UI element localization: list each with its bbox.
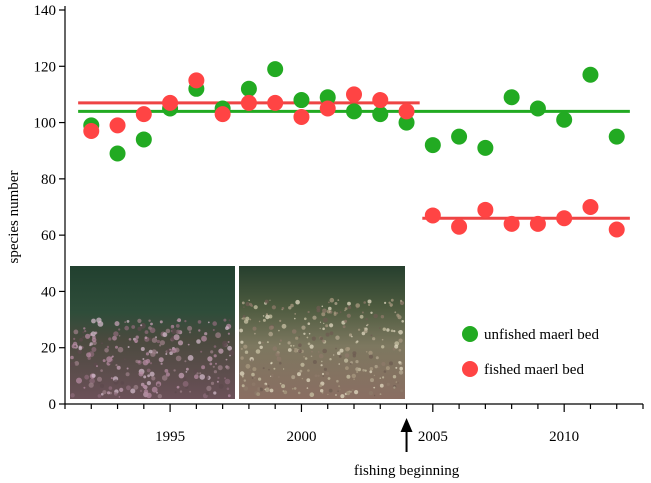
fished-point — [503, 215, 520, 232]
fished-point — [529, 215, 546, 232]
legend-unfished-marker — [462, 326, 478, 342]
fished-point — [293, 108, 310, 125]
unfished-point — [293, 92, 310, 109]
y-tick-label: 80 — [41, 172, 56, 188]
legend-unfished-label: unfished maerl bed — [484, 327, 599, 343]
fished-point — [162, 94, 179, 111]
fished-point — [214, 106, 231, 123]
unfished-point — [372, 106, 389, 123]
x-tick-label: 2005 — [418, 429, 448, 445]
unfished-point — [346, 103, 362, 120]
legend-fished-marker — [462, 361, 478, 377]
y-axis-title: species number — [6, 171, 22, 264]
x-tick-label: 2000 — [286, 429, 316, 445]
fished-point — [582, 199, 599, 215]
fished-point — [372, 92, 389, 109]
axes: 0 20 40 60 80 100 120 140 1995 2000 2005 2010 specie… — [6, 3, 644, 445]
unfished-point — [451, 128, 468, 145]
unfished-point — [556, 111, 573, 128]
unfished-point — [398, 114, 415, 131]
fished-point — [346, 86, 362, 103]
arrow-head-icon — [400, 418, 413, 432]
annotation: fishing beginning — [354, 418, 460, 479]
fished-point — [240, 94, 257, 111]
unfished-seabed-photo — [70, 266, 235, 399]
unfished-point — [608, 128, 625, 145]
unfished-point — [267, 61, 284, 78]
legend: unfished maerl bed fished maerl bed — [462, 326, 599, 378]
unfished-point — [109, 145, 126, 162]
fished-point — [135, 106, 152, 123]
y-tick-label: 100 — [34, 116, 57, 132]
annotation-label: fishing beginning — [354, 463, 460, 479]
inset-photos — [70, 266, 405, 399]
fished-point — [319, 100, 336, 117]
fished-point — [109, 117, 126, 134]
fished-point — [477, 201, 494, 218]
fished-point — [424, 207, 441, 224]
y-tick-label: 120 — [34, 59, 57, 75]
mean-lines — [78, 101, 630, 220]
fished-point — [188, 72, 205, 89]
fished-point — [451, 218, 468, 235]
fished-seabed-photo — [239, 266, 405, 399]
y-tick-label: 0 — [49, 397, 57, 413]
unfished-point — [135, 131, 152, 148]
x-tick-label: 2010 — [549, 429, 579, 445]
unfished-point — [582, 66, 599, 83]
y-tick-label: 40 — [41, 284, 56, 300]
unfished-point — [319, 89, 336, 106]
fished-point — [398, 103, 415, 120]
y-tick-label: 60 — [41, 228, 56, 244]
y-tick-label: 140 — [34, 3, 57, 19]
unfished-point — [503, 89, 520, 106]
fished-point — [83, 123, 100, 140]
x-tick-label: 1995 — [155, 429, 185, 445]
unfished-point — [240, 80, 257, 97]
unfished-point — [529, 100, 546, 117]
fished-point — [267, 94, 284, 111]
unfished-point — [424, 137, 441, 154]
fished-point — [556, 210, 573, 227]
unfished-point — [477, 139, 494, 156]
data-points — [83, 61, 625, 238]
fished-point — [608, 221, 625, 238]
legend-fished-label: fished maerl bed — [484, 362, 584, 378]
y-tick-label: 20 — [41, 341, 56, 357]
